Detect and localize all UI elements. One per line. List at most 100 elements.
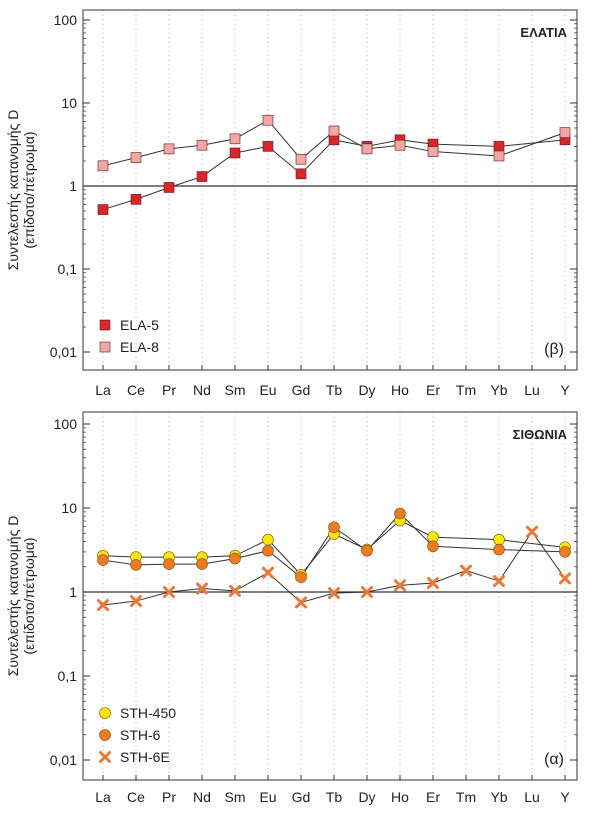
- y-tick-label: 0,01: [50, 344, 77, 360]
- marker-stroke: [99, 751, 111, 763]
- y-tick-label: 0,1: [58, 668, 78, 684]
- data-point: [295, 571, 307, 584]
- data-point: [394, 579, 406, 592]
- data-point: [97, 160, 109, 172]
- marker-stroke: [97, 599, 109, 612]
- x-tick-label: Sm: [225, 382, 246, 398]
- x-tick-label: La: [95, 789, 111, 805]
- legend-marker: [99, 341, 111, 353]
- y-axis-label: Συντελεστής κατανομής D: [5, 110, 21, 271]
- data-point: [493, 141, 505, 152]
- data-point: [262, 141, 274, 152]
- data-point: [427, 540, 439, 553]
- data-point: [427, 146, 439, 157]
- x-tick-label: Sm: [225, 789, 246, 805]
- data-point: [196, 171, 208, 182]
- data-point: [394, 507, 406, 520]
- x-tick-label: Tb: [326, 382, 343, 398]
- x-tick-label: Gd: [292, 382, 311, 398]
- x-tick-label: Tm: [456, 789, 476, 805]
- marker-stroke: [328, 587, 340, 600]
- x-tick-label: Dy: [358, 382, 375, 398]
- data-point: [262, 544, 274, 557]
- x-tick-label: Gd: [292, 789, 311, 805]
- data-point: [361, 586, 373, 598]
- data-point: [262, 566, 274, 579]
- chart-title: ΣΙΘΩΝΙΑ: [513, 427, 568, 442]
- x-tick-label: Er: [426, 789, 440, 805]
- y-axis-label: Συντελεστής κατανομής D: [5, 516, 21, 677]
- data-point: [97, 554, 109, 566]
- data-point: [328, 587, 340, 600]
- x-tick-label: Tb: [326, 789, 343, 805]
- data-point: [493, 533, 505, 546]
- marker-stroke: [526, 525, 538, 538]
- marker-stroke: [295, 596, 307, 609]
- data-point: [163, 586, 175, 598]
- x-tick-label: Y: [560, 382, 570, 398]
- data-point: [196, 558, 208, 570]
- data-point: [295, 153, 307, 165]
- marker-stroke: [163, 586, 175, 598]
- x-tick-label: Dy: [358, 789, 375, 805]
- chart-panel: 0,01 0,1 1 10 100 La Ce Pr Nd Sm Eu Gd Tb Dy Ho Er Tm Yb L…: [5, 411, 578, 805]
- data-point: [394, 139, 406, 151]
- data-point: [559, 572, 571, 585]
- y-tick-label: 0,01: [50, 752, 77, 768]
- x-tick-label: Eu: [259, 382, 276, 398]
- data-point: [526, 525, 538, 538]
- x-tick-label: Ce: [127, 382, 145, 398]
- marker-stroke: [493, 575, 505, 588]
- data-point: [328, 521, 340, 534]
- x-tick-label: Nd: [193, 382, 211, 398]
- x-tick-label: Nd: [193, 789, 211, 805]
- marker-stroke: [427, 576, 439, 589]
- x-tick-label: Er: [426, 382, 440, 398]
- y-tick-label: 100: [54, 416, 78, 432]
- legend-marker: [99, 751, 111, 763]
- data-point: [196, 582, 208, 595]
- data-point: [493, 150, 505, 162]
- y-tick-label: 0,1: [58, 261, 78, 277]
- data-point: [130, 595, 142, 608]
- data-point: [130, 152, 142, 163]
- legend-label: ELA-8: [120, 339, 159, 355]
- marker-stroke: [460, 564, 472, 577]
- data-point: [295, 596, 307, 609]
- data-point: [130, 194, 142, 205]
- data-point: [460, 564, 472, 577]
- data-point: [427, 576, 439, 589]
- y-tick-label: 1: [69, 584, 77, 600]
- y-axis-label-sub: (επίδοτο/πέτρωμα): [21, 537, 37, 654]
- data-point: [328, 125, 340, 137]
- legend-marker: [99, 729, 111, 741]
- marker-stroke: [394, 579, 406, 592]
- x-tick-label: Lu: [524, 382, 540, 398]
- x-tick-label: Pr: [162, 382, 176, 398]
- x-tick-label: La: [95, 382, 111, 398]
- chart-panel: 0,01 0,1 1 10 100 La Ce Pr Nd Sm Eu Gd Tb Dy Ho Er Tm Yb L…: [5, 9, 578, 398]
- data-point: [493, 575, 505, 588]
- x-tick-label: Ho: [391, 382, 409, 398]
- x-tick-label: Pr: [162, 789, 176, 805]
- panel-label: (α): [544, 751, 564, 768]
- panel-label: (β): [544, 341, 564, 358]
- data-point: [229, 147, 241, 159]
- data-point: [196, 139, 208, 151]
- data-point: [328, 134, 340, 146]
- legend-label: STH-450: [120, 705, 176, 721]
- marker-stroke: [229, 584, 241, 597]
- data-point: [163, 558, 175, 570]
- marker-stroke: [130, 595, 142, 608]
- data-point: [163, 182, 175, 193]
- data-point: [559, 546, 571, 558]
- data-point: [262, 533, 274, 546]
- data-point: [163, 143, 175, 155]
- legend-label: STH-6: [120, 727, 161, 743]
- data-point: [361, 544, 373, 557]
- y-tick-label: 1: [69, 178, 77, 194]
- data-point: [493, 543, 505, 556]
- plot-frame: [82, 9, 578, 371]
